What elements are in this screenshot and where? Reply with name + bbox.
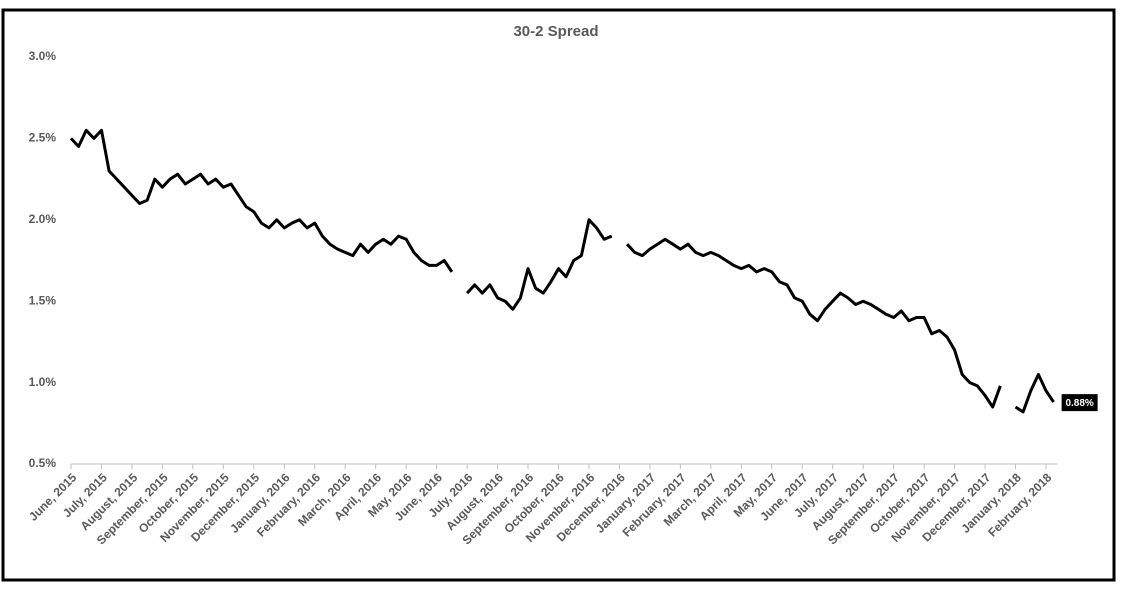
y-tick-label: 0.5% — [29, 456, 57, 470]
y-tick-label: 2.5% — [29, 131, 57, 145]
chart-title: 30-2 Spread — [513, 23, 598, 40]
y-tick-label: 1.5% — [29, 293, 57, 307]
value-label-box — [1061, 394, 1098, 412]
value-label: 0.88% — [1065, 398, 1093, 409]
line-series — [69, 128, 1055, 414]
y-tick-label: 2.0% — [29, 212, 57, 226]
y-tick-label: 3.0% — [29, 49, 57, 63]
frame — [1, 8, 1116, 582]
y-tick-label: 1.0% — [29, 375, 57, 389]
